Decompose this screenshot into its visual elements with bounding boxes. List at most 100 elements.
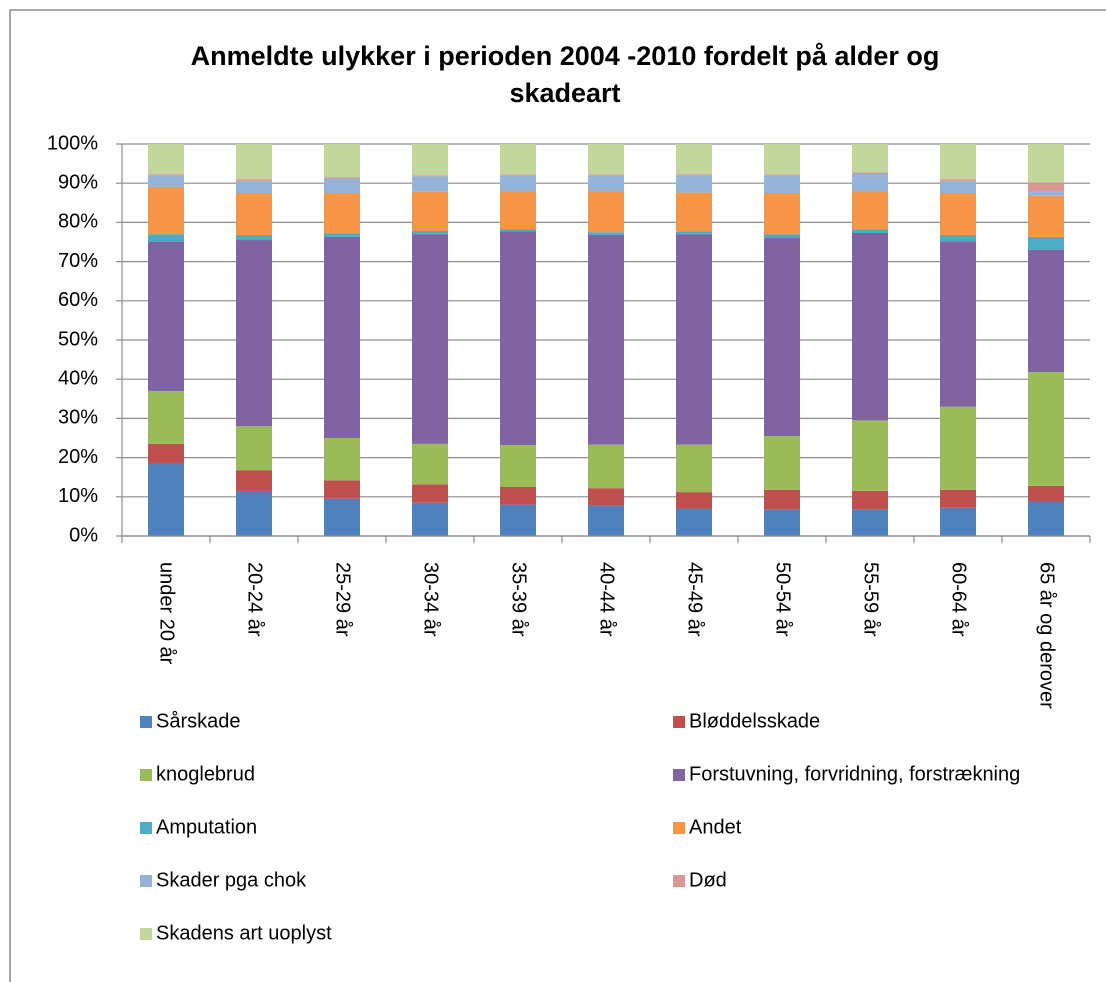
legend-label: Andet [689,816,742,838]
bar-segment [412,175,448,177]
bar-segment [324,178,360,193]
legend-swatch [140,875,152,887]
bar-segment [500,231,536,446]
bar-segment [940,406,976,490]
bar-segment [500,445,536,487]
y-tick-label: 90% [58,171,98,193]
bar-segment [940,179,976,182]
legend-swatch [140,769,152,781]
bar-segment [588,174,624,176]
bar-segment [148,443,184,464]
bar-segment [236,193,272,235]
legend-label: Amputation [156,816,257,838]
bar-segment [236,181,272,193]
bar-segment [940,193,976,235]
bar-segment [236,240,272,427]
legend-label: knoglebrud [156,763,255,785]
bar-segment [148,390,184,444]
legend-label: Forstuvning, forvridning, forstrækning [689,763,1020,785]
y-tick-label: 60% [58,289,98,311]
bar-segment [324,233,360,237]
bar-segment [412,502,448,536]
bar-segment [412,144,448,176]
bar-segment [148,175,184,188]
chart-title: Anmeldte ulykker i perioden 2004 -2010 f… [190,41,940,108]
legend-swatch [673,875,685,887]
bar-segment [148,463,184,536]
bar-segment [676,444,712,493]
bar-segment [500,175,536,192]
x-tick-label: 50-54 år [772,562,794,637]
bar-segment [500,144,536,175]
bar-segment [852,172,888,174]
bar-segment [852,420,888,491]
bar-segment [588,175,624,192]
bar-segment [588,232,624,235]
bar-segment [500,229,536,232]
bar-segment [412,231,448,235]
bar-segment [1028,144,1064,183]
bar-segment [412,484,448,503]
bar-segment [676,492,712,509]
bar-segment [236,234,272,241]
bar-segment [324,498,360,536]
legend-label: Skadens art uoplyst [156,922,332,944]
bar-segment [324,236,360,438]
legend-label: Skader pga chok [156,869,307,891]
bar-segment [940,181,976,193]
y-tick-label: 30% [58,407,98,429]
bar-segment [852,144,888,173]
bar-segment [148,174,184,176]
x-tick-label: 65 år og derover [1036,562,1058,709]
bar-segment [852,229,888,233]
bar-segment [236,470,272,491]
legend-label: Bløddelsskade [689,710,820,732]
legend-swatch [140,928,152,940]
bar-segment [588,144,624,175]
bar-segment [764,489,800,510]
bar-segment [764,144,800,175]
chart-frame [9,9,1106,982]
bar-segment [676,231,712,235]
bar-segment [764,436,800,490]
x-tick-label: 60-64 år [948,562,970,637]
bar-segment [940,144,976,180]
y-tick-label: 40% [58,367,98,389]
bar-segment [764,509,800,536]
legend-label: Sårskade [156,710,241,732]
bar-segment [1028,191,1064,196]
bar-segment [940,234,976,242]
x-tick-label: 25-29 år [332,562,354,637]
bar-segment [588,234,624,445]
bar-segment [852,173,888,192]
bar-segment [324,438,360,481]
bar-segment [1028,195,1064,237]
bar-segment [324,177,360,179]
bar-segment [588,488,624,506]
bar-segment [148,187,184,235]
bar-segment [324,480,360,499]
bar-segment [148,242,184,391]
bar-segment [852,232,888,421]
bar-segment [588,191,624,233]
bar-segment [500,174,536,176]
y-tick-label: 100% [47,132,98,154]
legend-swatch [140,822,152,834]
bar-segment [1028,249,1064,373]
y-tick-label: 50% [58,328,98,350]
bar-segment [764,234,800,238]
legend-swatch [140,716,152,728]
bar-segment [940,489,976,508]
bar-segment [412,443,448,485]
bar-segment [676,174,712,176]
y-tick-label: 70% [58,250,98,272]
bar-segment [588,505,624,536]
y-tick-label: 20% [58,446,98,468]
bar-segment [1028,372,1064,486]
bar-segment [764,237,800,437]
bar-segment [236,426,272,471]
bar-segment [1028,485,1064,502]
x-tick-label: 40-44 år [596,562,618,637]
bar-segment [500,487,536,505]
bar-segment [412,234,448,444]
